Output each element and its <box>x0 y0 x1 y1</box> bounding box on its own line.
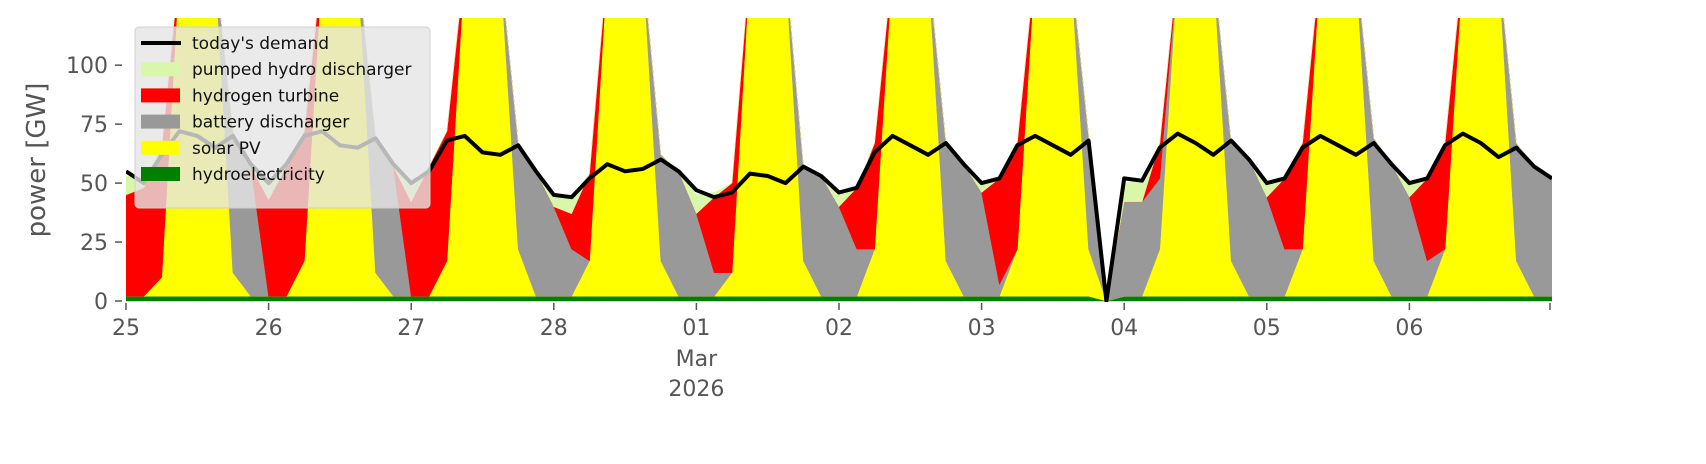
x-tick-label: 04 <box>1110 316 1138 341</box>
x-tick-label: 27 <box>397 316 425 341</box>
legend-box <box>134 26 431 209</box>
legend-label: solar PV <box>192 139 261 159</box>
x-tick-label: 06 <box>1395 316 1423 341</box>
area-hydroelectricity <box>126 296 1552 302</box>
x-tick-label: 01 <box>682 316 710 341</box>
x-tick-label: 26 <box>255 316 283 341</box>
x-tick-label: 28 <box>540 316 568 341</box>
legend-label: battery discharger <box>192 113 349 133</box>
legend-label: hydroelectricity <box>192 165 325 185</box>
y-tick-label: 50 <box>80 172 108 197</box>
legend-label: hydrogen turbine <box>192 86 339 106</box>
legend-swatch <box>141 88 180 103</box>
y-tick-label: 100 <box>66 54 108 79</box>
y-tick-label: 25 <box>80 231 108 256</box>
y-tick-label: 0 <box>94 290 108 315</box>
x-tick-year-label: 2026 <box>668 377 724 402</box>
legend-swatch <box>141 140 180 155</box>
area-battery-discharger <box>126 18 1552 302</box>
x-tick-label: 25 <box>112 316 140 341</box>
x-tick-month-label: Mar <box>676 347 718 372</box>
y-axis: 0 25 50 75 100 <box>66 54 122 315</box>
x-tick-label: 02 <box>825 316 853 341</box>
legend-label: pumped hydro discharger <box>192 60 411 80</box>
x-tick-label: 03 <box>968 316 996 341</box>
legend-label: today's demand <box>192 34 329 54</box>
legend-swatch <box>141 62 180 77</box>
x-tick-label: 05 <box>1253 316 1281 341</box>
y-axis-label: power [GW] <box>22 83 52 238</box>
y-tick-label: 75 <box>80 113 108 138</box>
legend: today's demand pumped hydro discharger hyd… <box>134 26 431 209</box>
x-axis: 25 26 27 28 01 Mar 2026 02 03 04 05 06 <box>112 303 1551 402</box>
legend-swatch <box>141 114 180 129</box>
legend-swatch <box>141 167 180 181</box>
